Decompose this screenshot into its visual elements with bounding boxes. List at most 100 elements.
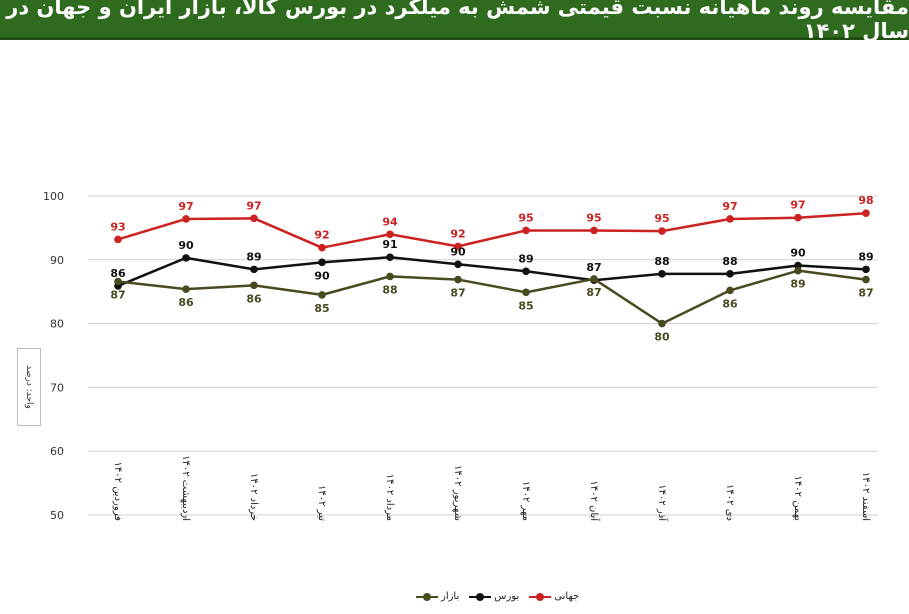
data-point (318, 258, 326, 267)
series-line-3 (117, 269, 867, 325)
data-label: 97 (246, 199, 261, 212)
data-label: 92 (450, 227, 465, 240)
y-tick-label: 70 (50, 381, 64, 394)
data-label: 88 (654, 255, 669, 268)
data-label: 92 (314, 229, 329, 242)
data-point (726, 286, 734, 295)
x-tick-label: خرداد ۱۴۰۲ (248, 473, 259, 521)
data-label: 89 (790, 278, 805, 291)
data-point (250, 214, 258, 223)
x-tick-label: بهمن ۱۴۰۲ (792, 476, 803, 521)
x-tick-label: مهر ۱۴۰۲ (520, 481, 531, 521)
data-label: 95 (654, 212, 669, 225)
data-point (182, 285, 190, 293)
data-point (794, 266, 802, 275)
data-point (862, 265, 870, 274)
data-point (454, 242, 462, 251)
data-label: 97 (178, 200, 193, 213)
data-label: 87 (586, 286, 601, 299)
data-label: 89 (518, 252, 533, 265)
data-label: 88 (382, 283, 397, 296)
legend-label: بورس (494, 591, 520, 602)
data-point (250, 281, 258, 290)
data-label: 89 (246, 250, 261, 263)
data-point (658, 319, 666, 328)
data-point (250, 265, 258, 274)
data-label: 94 (382, 215, 398, 228)
data-point (114, 235, 122, 244)
chart-legend: بازار بورس جهانی (416, 591, 579, 602)
x-tick-label: آبان ۱۴۰۲ (588, 480, 601, 522)
data-point (726, 215, 734, 223)
data-point (862, 275, 870, 284)
data-label: 98 (858, 194, 873, 207)
series-line-1 (117, 211, 867, 249)
data-label: 90 (314, 269, 330, 282)
data-point (182, 215, 190, 223)
series-line-2 (117, 255, 867, 288)
legend-item: جهانی (529, 591, 579, 602)
unit-label: واحد: درصد (24, 365, 34, 409)
data-label: 86 (110, 267, 126, 280)
data-point (726, 270, 734, 278)
data-label: 90 (450, 245, 466, 258)
legend-item: بورس (469, 591, 519, 602)
legend-label: جهانی (554, 591, 580, 602)
data-label: 88 (722, 255, 737, 268)
data-label: 91 (382, 238, 397, 251)
data-point (386, 253, 394, 262)
data-label: 87 (858, 287, 873, 300)
data-point (862, 209, 870, 218)
data-point (522, 267, 530, 276)
legend-item: بازار (416, 591, 459, 602)
data-label: 97 (790, 199, 805, 212)
data-point (318, 291, 326, 299)
data-point (522, 288, 530, 297)
data-label: 90 (178, 239, 194, 252)
data-label: 95 (518, 211, 533, 224)
data-point (590, 275, 598, 283)
data-label: 95 (586, 211, 601, 224)
data-point (318, 243, 326, 252)
chart-title: مقایسه روند ماهیانه نسبت قیمتی شمش به می… (6, 0, 909, 43)
data-point (454, 275, 462, 284)
data-label: 90 (790, 247, 806, 260)
x-tick-label: دی ۱۴۰۲ (724, 484, 735, 521)
y-tick-label: 50 (50, 509, 64, 522)
data-label: 86 (722, 297, 738, 310)
data-label: 87 (110, 288, 125, 301)
data-label: 89 (858, 250, 873, 263)
legend-swatch (469, 592, 492, 602)
y-tick-label: 100 (43, 190, 64, 203)
data-point (590, 226, 598, 235)
data-label: 87 (450, 287, 465, 300)
y-tick-label: 80 (50, 318, 64, 331)
data-point (794, 213, 802, 222)
chart-title-bar: مقایسه روند ماهیانه نسبت قیمتی شمش به می… (0, 0, 909, 43)
legend-label: بازار (441, 591, 460, 602)
data-point (386, 230, 394, 239)
data-point (386, 272, 394, 281)
data-label: 87 (586, 261, 601, 274)
data-point (522, 226, 530, 235)
x-tick-label: آذر ۱۴۰۲ (656, 484, 669, 522)
data-label: 97 (722, 200, 737, 213)
unit-label-box: واحد: درصد (17, 348, 41, 426)
x-tick-label: اردیبهشت ۱۴۰۲ (180, 455, 191, 521)
data-point (182, 254, 190, 262)
y-tick-label: 60 (50, 445, 64, 458)
x-tick-label: تیر ۱۴۰۲ (316, 485, 327, 521)
data-label: 86 (246, 292, 262, 305)
x-tick-label: شهریور ۱۴۰۲ (452, 465, 463, 521)
legend-swatch (529, 592, 552, 602)
x-tick-label: فروردین ۱۴۰۲ (112, 462, 123, 522)
data-point (454, 260, 462, 269)
data-point (114, 277, 122, 286)
data-label: 85 (518, 299, 533, 312)
data-point (658, 227, 666, 235)
x-tick-label: مرداد ۱۴۰۲ (384, 474, 395, 521)
y-tick-label: 90 (50, 254, 64, 267)
legend-swatch (416, 592, 438, 602)
data-point (658, 270, 666, 278)
